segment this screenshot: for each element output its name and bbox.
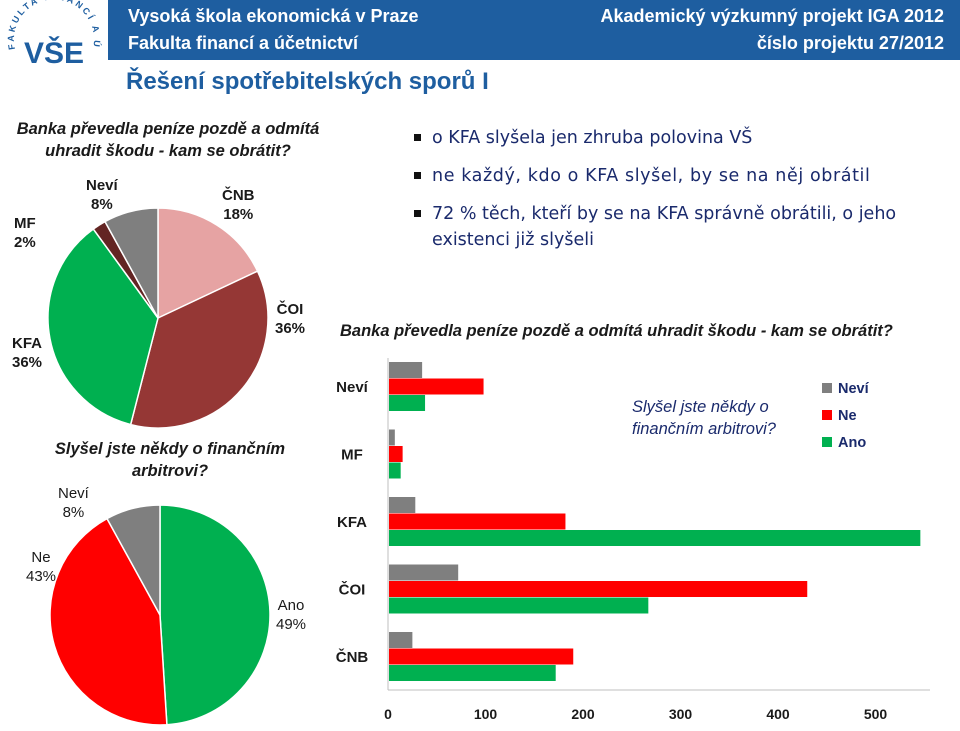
bar-x-tick-label: 400 [766, 706, 790, 722]
bar-ano-4 [389, 665, 556, 681]
bar-category-label: MF [341, 447, 363, 464]
pie1-slice-neví [103, 207, 159, 319]
pie2-title: Slyšel jste někdy o finančním arbitrovi? [54, 440, 286, 480]
pie1-slice-čoi [129, 270, 269, 429]
header-band [108, 0, 960, 60]
bar-category-label: Neví [336, 379, 369, 396]
bar-ano-3 [389, 597, 649, 614]
pie1-title: Banka převedla peníze pozdě a odmítá uhr… [16, 120, 320, 160]
bar-ne-3 [389, 581, 808, 597]
pie1-label-coi: ČOI 36% [275, 301, 306, 337]
bar-neví-4 [389, 632, 413, 648]
bar-ne-0 [389, 378, 484, 395]
bar-category-label: KFA [337, 514, 367, 531]
bar-neví-3 [389, 564, 459, 581]
bar-ne-2 [389, 513, 566, 530]
pie2-slice-ano [159, 504, 271, 726]
bar-legend-title: Slyšel jste někdy o finančním arbitrovi? [632, 398, 776, 438]
bar-ne-1 [389, 446, 403, 462]
legend-swatch-neví [822, 383, 832, 393]
legend-swatch-ne [822, 410, 832, 420]
bar-neví-1 [389, 429, 395, 446]
school-name: Vysoká škola ekonomická v Praze [128, 6, 419, 26]
bar-chart-title: Banka převedla peníze pozdě a odmítá uhr… [340, 322, 893, 340]
bullet-item: 72 % těch, kteří by se na KFA správně ob… [412, 201, 932, 253]
pie2-label-ne: Ne 43% [26, 549, 57, 585]
header: Vysoká škola ekonomická v Praze Fakulta … [0, 0, 960, 62]
bar-category-label: ČNB [336, 648, 369, 666]
bar-x-tick-label: 200 [571, 706, 595, 722]
pie1-label-cnb: ČNB 18% [222, 187, 255, 223]
pie1-label-kfa: KFA 36% [12, 335, 43, 371]
bar-x-tick-label: 0 [384, 706, 392, 722]
bar-ano-1 [389, 462, 401, 479]
pie1-slice-čnb [157, 207, 259, 320]
legend-label-neví: Neví [838, 381, 870, 397]
slide-title: Řešení spotřebitelských sporů I [126, 68, 489, 95]
bar-x-tick-label: 100 [474, 706, 498, 722]
faculty-name: Fakulta financí a účetnictví [128, 33, 359, 53]
pie2-slice-ne [49, 517, 168, 726]
pie2-slice-neví [105, 504, 161, 616]
pie2-label-ano: Ano 49% [276, 597, 307, 633]
project-number: číslo projektu 27/2012 [756, 33, 944, 53]
bar-x-tick-label: 500 [864, 706, 888, 722]
pie2-label-nevi: Neví 8% [58, 485, 89, 521]
bar-x-tick-label: 300 [669, 706, 693, 722]
bullet-item: o KFA slyšela jen zhruba polovina VŠ [412, 125, 932, 151]
bullet-list: o KFA slyšela jen zhruba polovina VŠ ne … [412, 125, 932, 265]
pie1-label-mf: MF 2% [14, 215, 36, 251]
bar-ne-4 [389, 648, 574, 665]
bar-ano-0 [389, 395, 426, 411]
legend-label-ano: Ano [838, 435, 866, 451]
legend-swatch-ano [822, 437, 832, 447]
bar-neví-2 [389, 497, 416, 513]
legend-label-ne: Ne [838, 408, 857, 424]
bar-ano-2 [389, 530, 921, 546]
faculty-logo: FAKULTA FINANCÍ A ÚČETNICTVÍ VŠE [0, 0, 101, 98]
bullet-item: ne každý, kdo o KFA slyšel, by se na něj… [412, 163, 932, 189]
pie1-label-nevi: Neví 8% [86, 177, 118, 213]
bar-neví-0 [389, 362, 423, 378]
bar-category-label: ČOI [339, 581, 366, 599]
logo-mark: VŠE [24, 36, 84, 70]
project-name: Akademický výzkumný projekt IGA 2012 [600, 6, 945, 26]
pie1-slice-kfa [47, 227, 159, 426]
